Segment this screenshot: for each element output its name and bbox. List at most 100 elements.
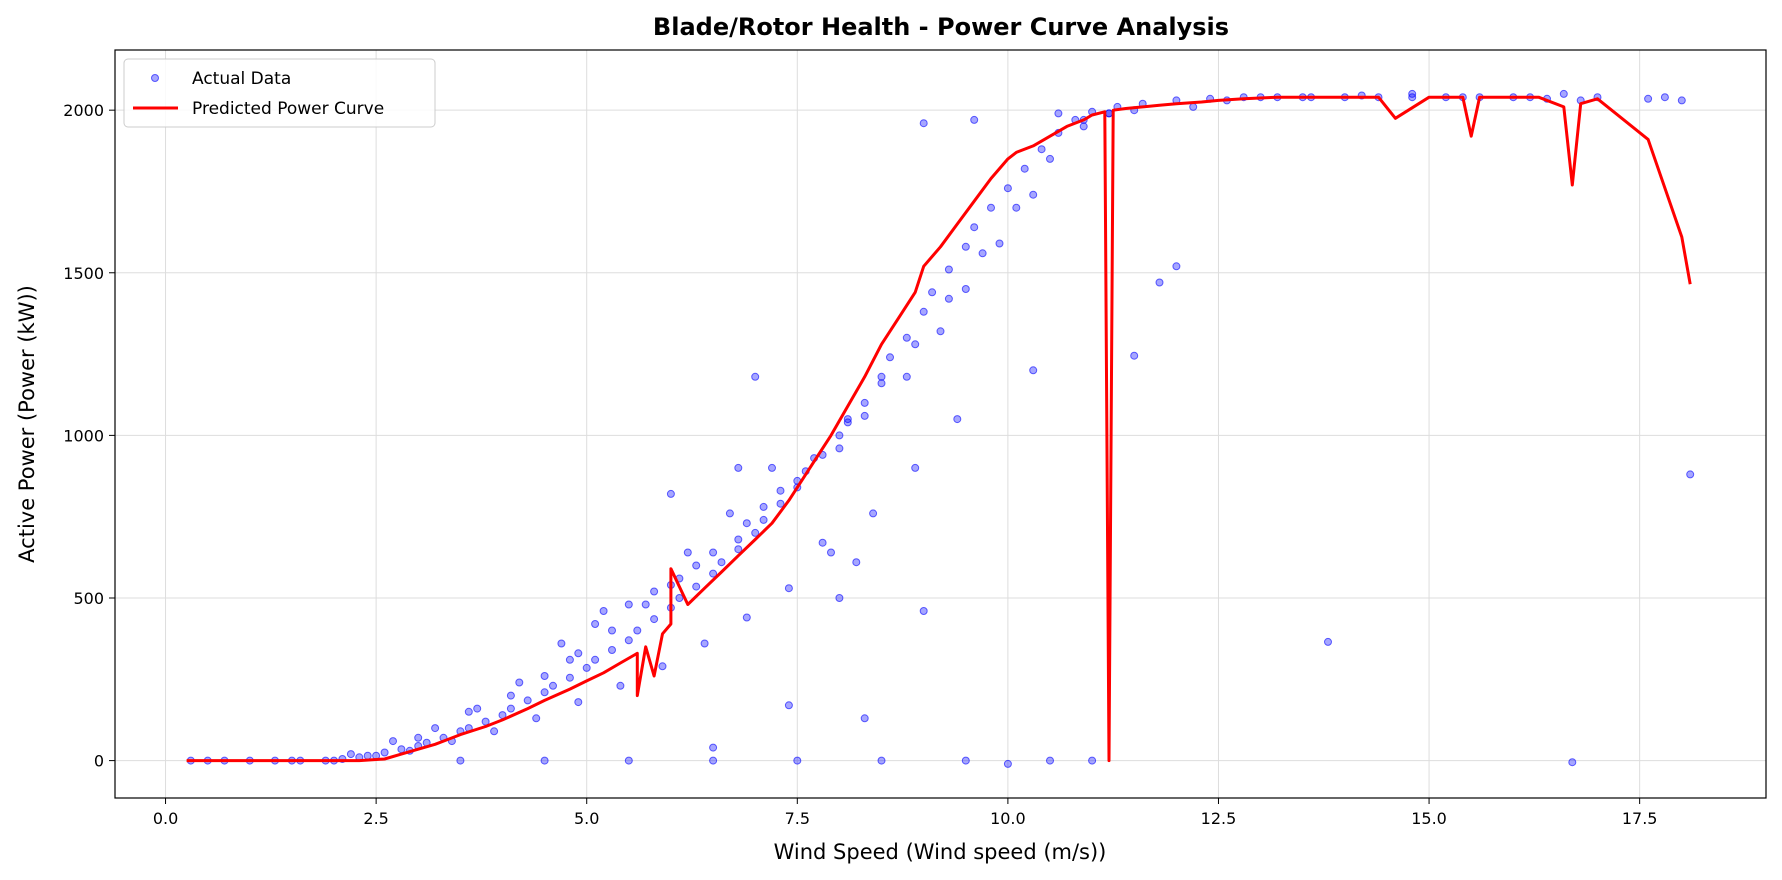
actual-data-point <box>1046 154 1054 163</box>
y-axis-ticks: 0 500 1000 1500 2000 <box>63 101 115 771</box>
actual-data-point <box>1408 89 1417 98</box>
actual-data-point <box>995 239 1004 248</box>
actual-data-point <box>1644 94 1653 103</box>
chart-title: Blade/Rotor Health - Power Curve Analysi… <box>653 13 1229 41</box>
actual-data-point <box>565 673 574 682</box>
actual-data-point <box>608 626 616 635</box>
plot-frame <box>114 49 1767 799</box>
actual-data-point <box>532 714 541 723</box>
predicted-curve-line <box>186 95 1692 763</box>
actual-data-point <box>1029 190 1038 199</box>
actual-data-point <box>523 696 532 705</box>
actual-data-point <box>751 372 760 381</box>
actual-data-point <box>1088 756 1097 765</box>
actual-data-point <box>1189 102 1198 111</box>
x-axis-label: Wind Speed (Wind speed (m/s)) <box>774 840 1107 864</box>
actual-data-point <box>380 748 389 757</box>
actual-data-point <box>473 704 482 713</box>
x-axis-ticks: 0.0 2.5 5.0 7.5 10.0 12.5 15.0 17.5 <box>153 798 1658 828</box>
actual-data-point <box>1660 93 1669 102</box>
actual-data-point <box>869 509 878 518</box>
legend-box <box>123 58 436 128</box>
actual-data-point <box>540 672 549 680</box>
actual-data-point <box>784 701 793 710</box>
actual-data-point <box>835 594 844 602</box>
actual-data-point <box>860 398 869 407</box>
actual-data-point <box>970 115 979 124</box>
actual-data-point <box>919 119 928 128</box>
legend: Actual Data Predicted Power Curve <box>123 58 436 128</box>
actual-data-point <box>608 646 616 654</box>
actual-data-point <box>978 249 987 258</box>
actual-data-point <box>818 538 827 547</box>
actual-data-point <box>734 463 743 472</box>
actual-data-point <box>827 548 835 557</box>
actual-data-point <box>506 704 515 713</box>
actual-data-point <box>936 327 945 336</box>
actual-data-point <box>768 463 776 472</box>
actual-data-point <box>734 545 743 554</box>
actual-data-point <box>1155 278 1164 287</box>
actual-data-point <box>709 743 718 752</box>
actual-data-point <box>506 691 515 700</box>
actual-data-point <box>877 756 886 765</box>
actual-data-point <box>574 698 583 707</box>
actual-data-point <box>860 714 869 723</box>
x-tick-label: 17.5 <box>1622 809 1658 828</box>
actual-data-point <box>944 294 953 303</box>
actual-data-point <box>557 639 566 648</box>
legend-label-actual: Actual Data <box>192 69 291 89</box>
actual-data-point <box>911 463 920 472</box>
actual-data-point <box>970 223 979 232</box>
actual-data-point <box>363 751 372 760</box>
actual-data-point <box>835 431 844 440</box>
actual-data-point <box>1686 470 1695 479</box>
actual-data-point <box>751 528 760 537</box>
actual-data-point <box>987 203 995 212</box>
y-tick-label: 1500 <box>63 264 104 283</box>
actual-data-point <box>397 745 406 754</box>
actual-data-point <box>1568 758 1577 767</box>
actual-data-point <box>346 750 355 759</box>
actual-data-point <box>961 285 970 293</box>
predicted-power-curve <box>186 95 1692 763</box>
actual-data-point <box>928 288 937 297</box>
actual-data-point <box>919 607 928 615</box>
actual-data-point <box>877 379 886 388</box>
x-tick-label: 10.0 <box>990 809 1026 828</box>
actual-data-point <box>877 372 886 381</box>
actual-data-point <box>389 737 397 746</box>
actual-data-point <box>1105 109 1113 118</box>
actual-data-point <box>1012 203 1021 212</box>
x-tick-label: 5.0 <box>574 809 599 828</box>
y-tick-label: 0 <box>94 752 104 771</box>
actual-data-point <box>709 569 718 578</box>
actual-data-point <box>692 582 701 591</box>
y-tick-label: 1000 <box>63 426 104 445</box>
actual-data-point <box>886 353 894 362</box>
actual-data-point <box>1020 164 1029 173</box>
actual-data-point <box>675 594 684 602</box>
actual-data-point <box>658 662 667 671</box>
x-tick-label: 7.5 <box>785 809 810 828</box>
actual-data-point <box>902 372 911 381</box>
actual-data-point <box>776 499 785 508</box>
actual-data-point <box>717 558 726 567</box>
actual-data-point <box>1029 366 1038 375</box>
actual-data-point <box>641 600 650 609</box>
actual-data-point <box>1054 109 1063 118</box>
actual-data-point <box>650 615 659 624</box>
actual-data-point <box>1003 759 1012 768</box>
actual-data-point <box>582 663 591 672</box>
actual-data-point <box>431 724 440 733</box>
x-tick-label: 0.0 <box>153 809 178 828</box>
actual-data-point <box>666 489 675 498</box>
actual-data-point <box>565 655 574 664</box>
y-tick-label: 500 <box>73 589 104 608</box>
actual-data-point <box>961 242 970 251</box>
actual-data-point <box>734 535 743 544</box>
actual-data-point <box>860 411 869 420</box>
actual-data-point <box>616 681 625 690</box>
